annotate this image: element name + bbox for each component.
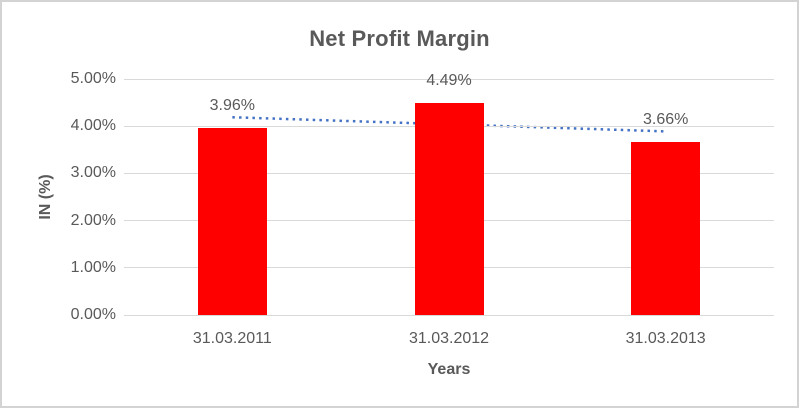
y-tick-label: 2.00%	[70, 211, 116, 229]
y-axis-tick-labels: 0.00% 1.00% 2.00% 3.00% 4.00% 5.00%	[32, 70, 116, 323]
bar-data-label: 4.49%	[426, 72, 472, 90]
y-tick-label: 0.00%	[70, 306, 116, 323]
gridline	[124, 78, 774, 80]
bar-data-label: 3.96%	[209, 97, 256, 115]
gridline	[124, 314, 774, 316]
plot-area: 3.96% 4.49% 3.66%	[124, 73, 774, 316]
bar	[197, 128, 267, 315]
y-tick-label: 5.00%	[70, 70, 116, 87]
bar-data-label: 3.66%	[642, 111, 689, 129]
x-axis-tick-labels: 31.03.2011 31.03.2012 31.03.2013	[124, 315, 774, 355]
bar	[414, 103, 484, 315]
y-tick-label: 3.00%	[70, 164, 116, 182]
chart-title: Net Profit Margin	[309, 26, 490, 51]
y-tick-label: 4.00%	[70, 117, 116, 135]
x-tick-label: 31.03.2012	[408, 330, 490, 347]
x-tick-label: 31.03.2013	[625, 330, 706, 347]
y-tick-label: 1.00%	[70, 258, 116, 276]
x-tick-label: 31.03.2011	[192, 330, 272, 347]
bar	[631, 142, 701, 315]
x-axis-title: Years	[427, 361, 471, 378]
